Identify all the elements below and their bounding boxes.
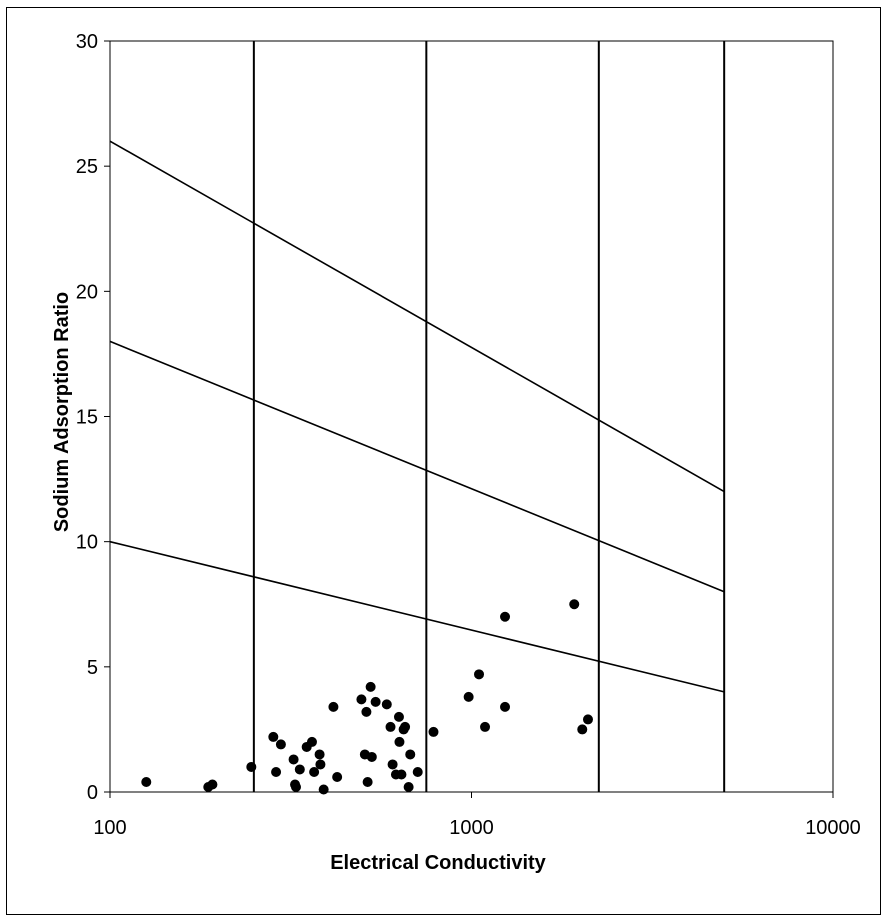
x-tick-label: 1000: [449, 817, 494, 839]
data-point: [403, 781, 414, 792]
data-point: [314, 749, 325, 760]
y-tick-label: 30: [76, 31, 98, 53]
y-tick-label: 0: [87, 782, 98, 804]
y-axis-title: Sodium Adsorption Ratio: [51, 292, 73, 532]
data-points: [141, 599, 593, 795]
axes: [104, 40, 834, 798]
data-point: [328, 701, 339, 712]
classification-line: [109, 340, 725, 593]
boundary-lines: [252, 41, 726, 792]
x-tick-label: 10000: [805, 817, 861, 839]
data-point: [275, 739, 286, 750]
data-point: [370, 696, 381, 707]
chart-frame: [6, 7, 881, 915]
data-point: [365, 681, 376, 692]
data-point: [405, 749, 416, 760]
data-point: [207, 779, 218, 790]
data-point: [306, 736, 317, 747]
data-point: [381, 699, 392, 710]
data-point: [385, 721, 396, 732]
data-point: [582, 714, 593, 725]
data-point: [361, 706, 372, 717]
data-point: [412, 766, 423, 777]
x-tick-label: 100: [93, 817, 126, 839]
data-point: [387, 759, 398, 770]
classification-lines: [109, 140, 725, 693]
data-point: [315, 759, 326, 770]
data-point: [500, 611, 511, 622]
data-point: [362, 776, 373, 787]
y-tick-label: 25: [76, 156, 98, 178]
data-point: [271, 766, 282, 777]
x-axis-title: Electrical Conductivity: [330, 852, 546, 874]
data-point: [366, 751, 377, 762]
data-point: [480, 721, 491, 732]
data-point: [393, 711, 404, 722]
data-point: [394, 736, 405, 747]
data-point: [294, 764, 305, 775]
y-tick-label: 10: [76, 532, 98, 554]
data-point: [318, 784, 329, 795]
data-point: [500, 701, 511, 712]
data-point: [268, 731, 279, 742]
data-point: [577, 724, 588, 735]
data-point: [428, 726, 439, 737]
data-point: [332, 771, 343, 782]
classification-line: [109, 140, 725, 493]
data-point: [141, 776, 152, 787]
data-point: [291, 781, 302, 792]
data-point: [400, 721, 411, 732]
data-point: [288, 754, 299, 765]
y-tick-label: 15: [76, 407, 98, 429]
tick-labels: 0 5 10 15 20 25 30 100 1000 10000: [76, 31, 861, 839]
data-point: [309, 766, 320, 777]
y-tick-label: 20: [76, 281, 98, 303]
data-point: [246, 761, 257, 772]
data-point: [463, 691, 474, 702]
data-point: [356, 694, 367, 705]
classification-line: [109, 540, 725, 693]
data-point: [569, 599, 580, 610]
y-tick-label: 5: [87, 657, 98, 679]
data-point: [396, 769, 407, 780]
data-point: [474, 669, 485, 680]
